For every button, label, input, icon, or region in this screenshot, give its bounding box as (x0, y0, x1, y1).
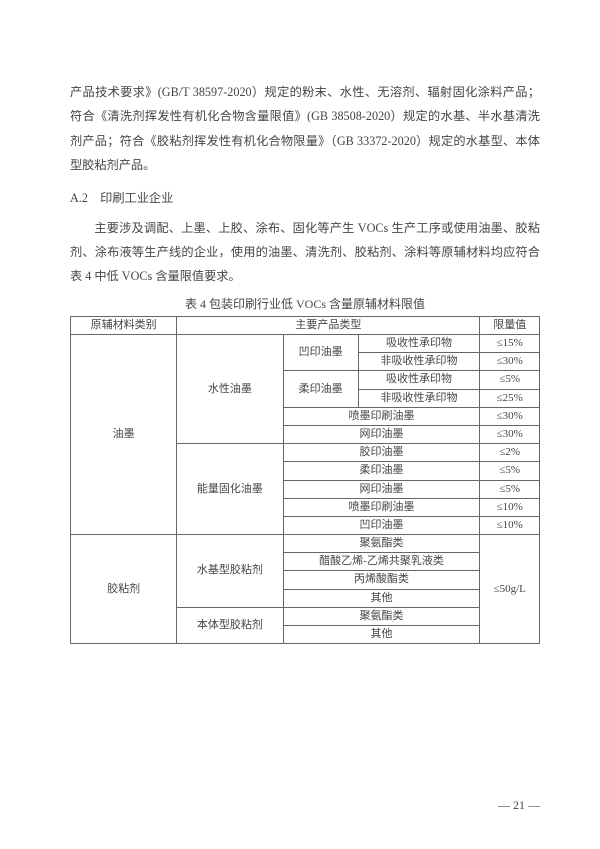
cell-limit: ≤5% (480, 480, 540, 498)
cell-inkjet: 喷墨印刷油墨 (283, 498, 480, 516)
header-category: 原辅材料类别 (71, 316, 177, 334)
cell-offset: 胶印油墨 (283, 444, 480, 462)
cell-limit: ≤30% (480, 353, 540, 371)
cell-flexo: 柔印油墨 (283, 371, 358, 407)
cell-other: 其他 (283, 589, 480, 607)
cell-gravure: 凹印油墨 (283, 335, 358, 371)
cell-limit: ≤30% (480, 407, 540, 425)
paragraph-1: 产品技术要求》(GB/T 38597-2020）规定的粉末、水性、无溶剂、辐射固… (70, 80, 540, 178)
cell-ink-category: 油墨 (71, 335, 177, 535)
cell-limit: ≤25% (480, 389, 540, 407)
cell-bulk-adhesive: 本体型胶粘剂 (177, 607, 283, 643)
cell-water-ink: 水性油墨 (177, 335, 283, 444)
cell-water-adhesive: 水基型胶粘剂 (177, 535, 283, 608)
cell-limit: ≤2% (480, 444, 540, 462)
header-product-type: 主要产品类型 (177, 316, 480, 334)
cell-acrylate: 丙烯酸酯类 (283, 571, 480, 589)
page-number: — 21 — (498, 798, 540, 813)
cell-other: 其他 (283, 626, 480, 644)
cell-limit: ≤50g/L (480, 535, 540, 644)
table-row: 胶粘剂 水基型胶粘剂 聚氨酯类 ≤50g/L (71, 535, 540, 553)
cell-limit: ≤10% (480, 498, 540, 516)
cell-polyurethane: 聚氨酯类 (283, 535, 480, 553)
cell-screen: 网印油墨 (283, 425, 480, 443)
table-title: 表 4 包装印刷行业低 VOCs 含量原辅材料限值 (70, 295, 540, 312)
table-row: 油墨 水性油墨 凹印油墨 吸收性承印物 ≤15% (71, 335, 540, 353)
cell-limit: ≤5% (480, 462, 540, 480)
cell-screen: 网印油墨 (283, 480, 480, 498)
cell-energy-cure: 能量固化油墨 (177, 444, 283, 535)
cell-limit: ≤5% (480, 371, 540, 389)
cell-limit: ≤30% (480, 425, 540, 443)
vocs-limit-table: 原辅材料类别 主要产品类型 限量值 油墨 水性油墨 凹印油墨 吸收性承印物 ≤1… (70, 316, 540, 644)
cell-inkjet: 喷墨印刷油墨 (283, 407, 480, 425)
paragraph-2: 主要涉及调配、上墨、上胶、涂布、固化等产生 VOCs 生产工序或使用油墨、胶粘剂… (70, 216, 540, 289)
header-limit: 限量值 (480, 316, 540, 334)
section-heading: A.2 印刷工业企业 (70, 188, 540, 206)
cell-absorbent: 吸收性承印物 (358, 335, 480, 353)
cell-absorbent: 吸收性承印物 (358, 371, 480, 389)
cell-nonabsorbent: 非吸收性承印物 (358, 389, 480, 407)
cell-flexo: 柔印油墨 (283, 462, 480, 480)
cell-gravure: 凹印油墨 (283, 516, 480, 534)
cell-polyurethane: 聚氨酯类 (283, 607, 480, 625)
table-header-row: 原辅材料类别 主要产品类型 限量值 (71, 316, 540, 334)
cell-nonabsorbent: 非吸收性承印物 (358, 353, 480, 371)
cell-vae: 醋酸乙烯-乙烯共聚乳液类 (283, 553, 480, 571)
cell-adhesive-category: 胶粘剂 (71, 535, 177, 644)
cell-limit: ≤10% (480, 516, 540, 534)
cell-limit: ≤15% (480, 335, 540, 353)
